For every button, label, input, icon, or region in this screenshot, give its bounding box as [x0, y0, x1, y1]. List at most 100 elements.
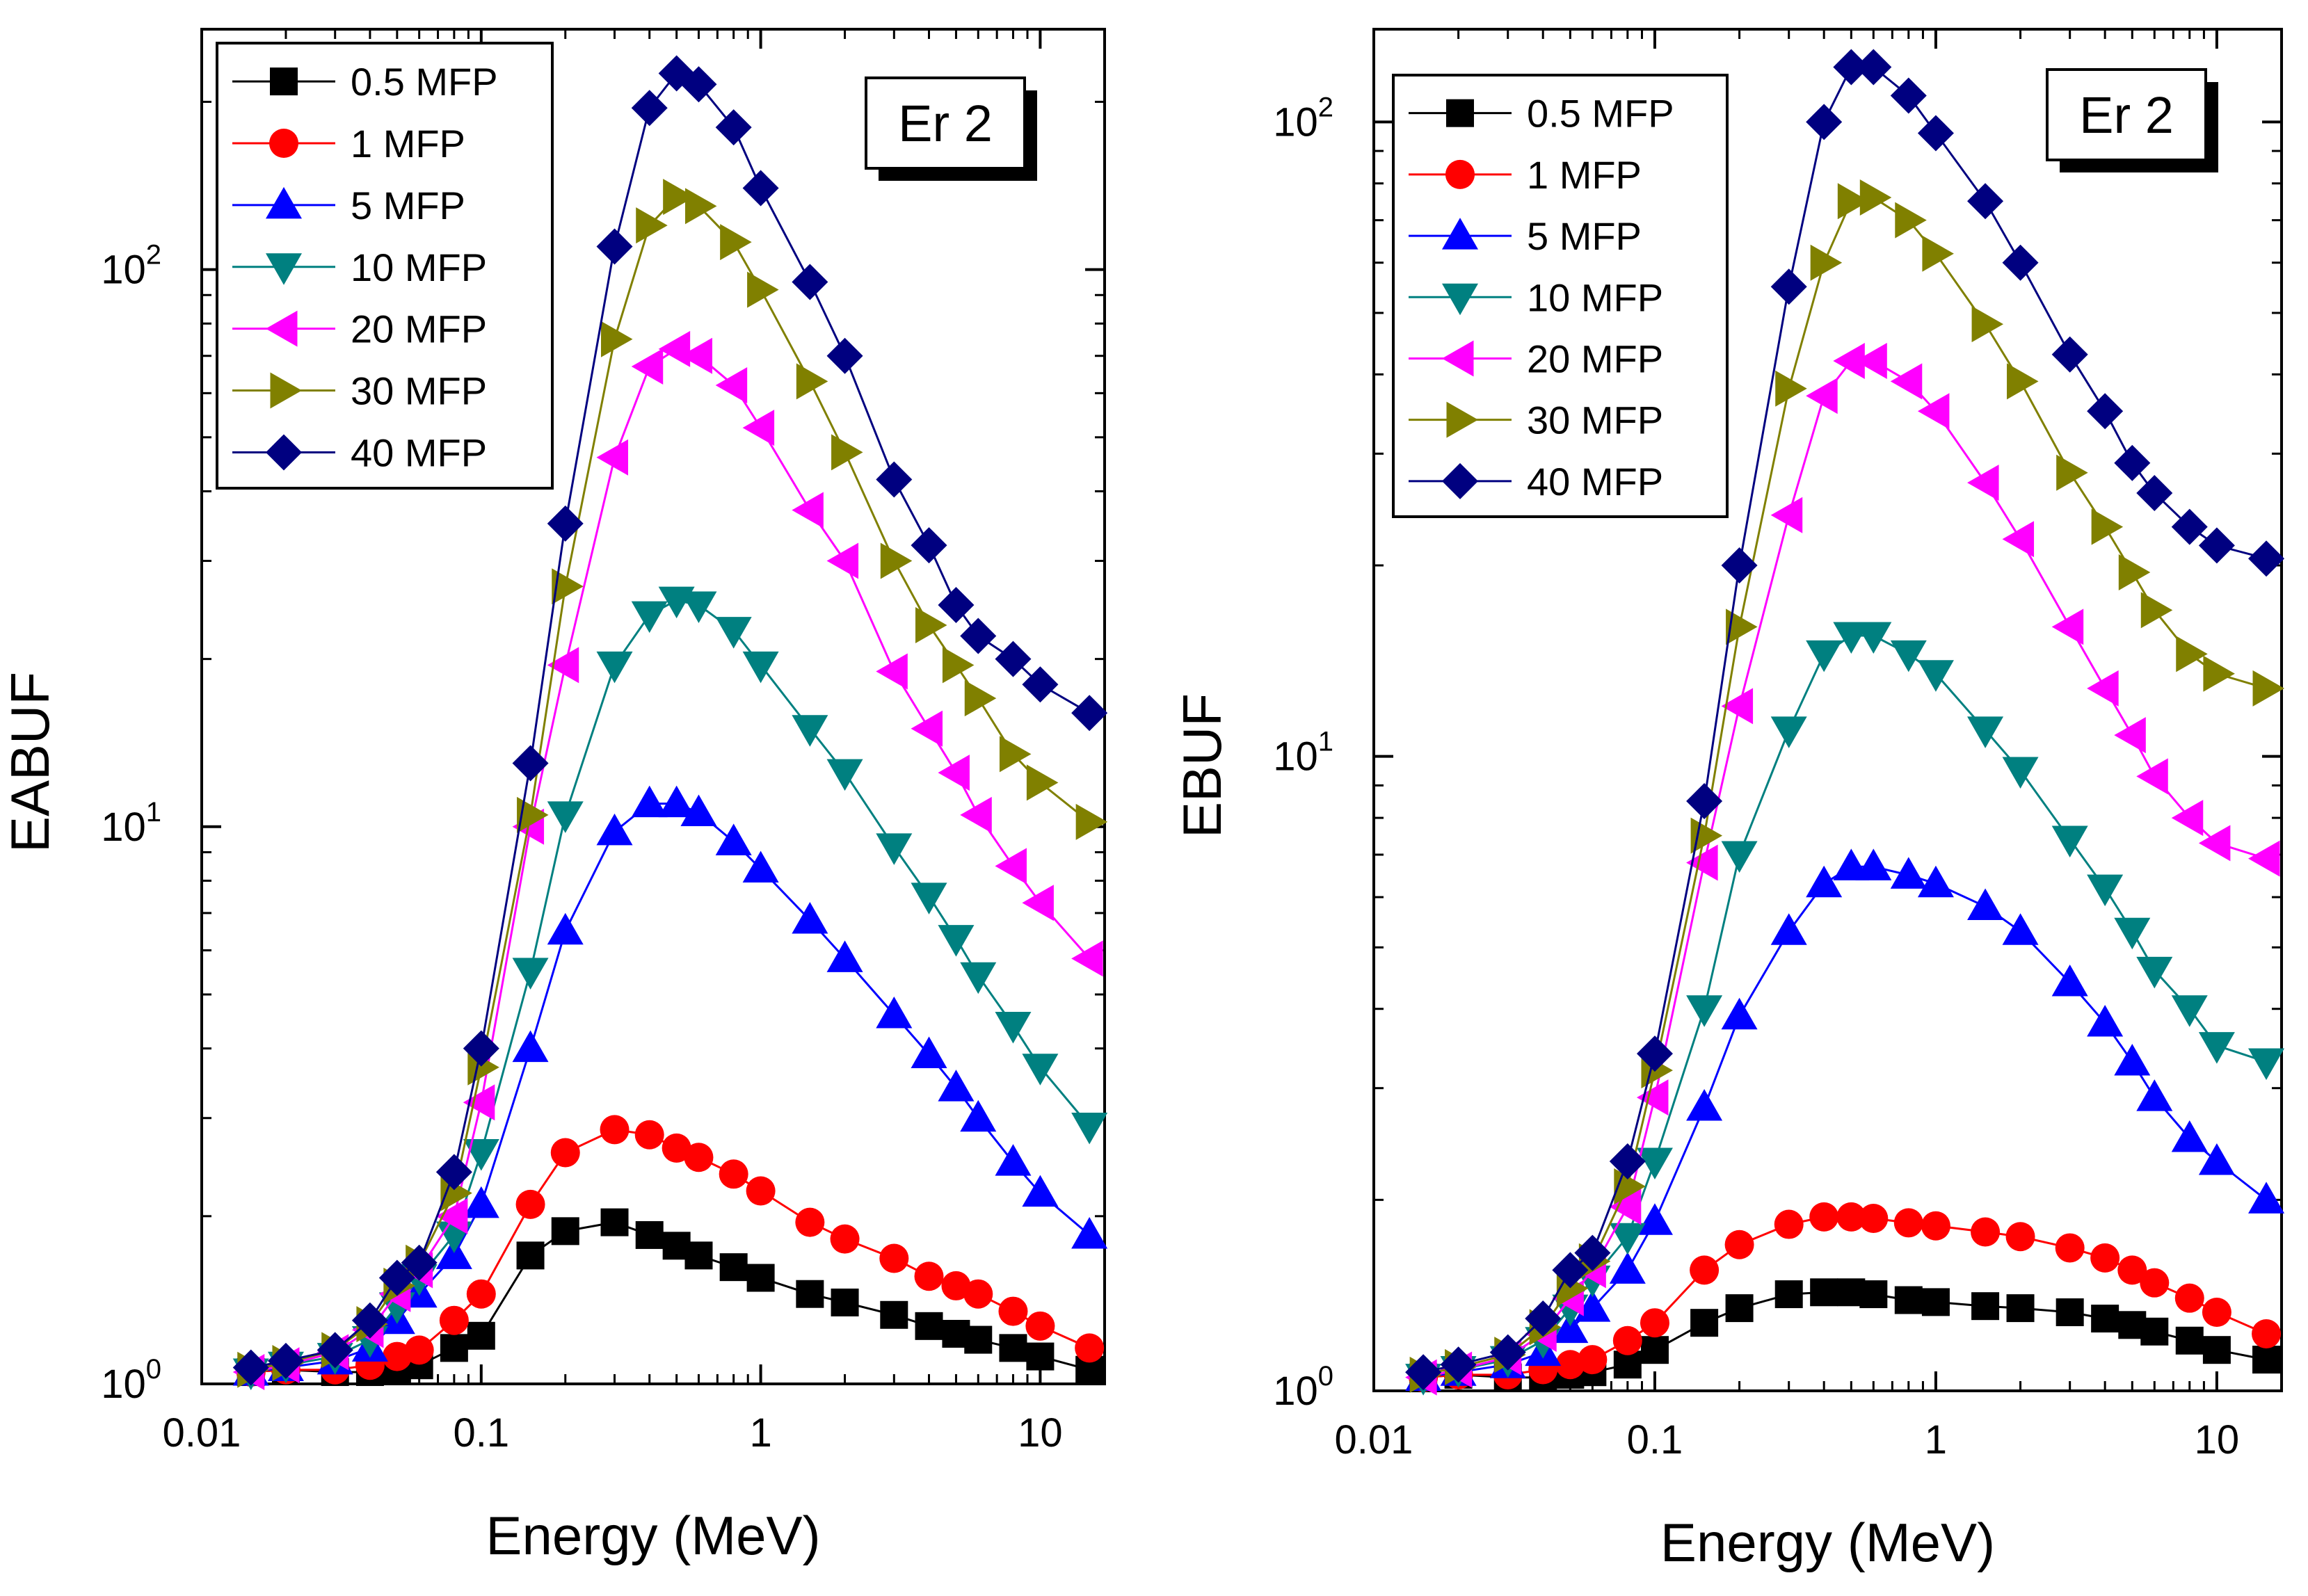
data-point [635, 1220, 664, 1249]
legend-marker [269, 129, 298, 158]
y-tick-exponent: 1 [1318, 727, 1333, 757]
data-point [439, 1305, 469, 1335]
data-point [1833, 343, 1865, 380]
data-point [1770, 268, 1807, 305]
data-point [1967, 465, 1999, 501]
data-point [941, 1271, 971, 1300]
data-point [831, 434, 863, 471]
data-point [915, 606, 947, 643]
data-point [2055, 1298, 2084, 1327]
y-tick-label: 101 [1273, 727, 1333, 780]
data-point [2198, 1143, 2235, 1175]
data-point [1775, 370, 1807, 407]
data-point [2174, 1283, 2204, 1313]
data-point [1636, 1035, 1673, 1072]
data-point [2248, 540, 2285, 577]
data-point [631, 348, 664, 385]
data-point [1855, 848, 1892, 880]
data-point [662, 1133, 691, 1163]
data-point [911, 882, 947, 914]
data-point [1440, 1346, 1477, 1383]
data-point [1917, 393, 1950, 430]
data-point [1636, 1079, 1669, 1116]
data-point [792, 264, 828, 300]
data-point [715, 823, 752, 855]
data-point [742, 851, 779, 882]
data-point [517, 796, 549, 833]
data-point [1774, 1209, 1804, 1239]
data-point [1770, 913, 1807, 945]
data-point [2055, 1233, 2085, 1263]
data-point [1921, 1288, 1950, 1316]
data-point [999, 736, 1032, 773]
data-point [2090, 1243, 2120, 1273]
data-point [596, 228, 633, 265]
data-point [680, 66, 717, 103]
data-point [684, 1241, 713, 1270]
legend-label: 40 MFP [351, 430, 487, 474]
data-point [1609, 1223, 1646, 1255]
data-point [2091, 1305, 2119, 1333]
data-point [826, 759, 863, 791]
data-point [2176, 636, 2208, 672]
data-point [1721, 547, 1758, 584]
data-point [634, 1120, 664, 1150]
legend-marker [1442, 340, 1474, 377]
legend-marker [1446, 401, 1478, 438]
data-point [2091, 508, 2124, 545]
y-tick-label: 100 [1273, 1361, 1333, 1414]
data-point [938, 755, 970, 791]
data-point [2203, 655, 2235, 692]
data-point [1686, 783, 1723, 820]
data-point [1725, 1294, 1754, 1323]
legend-label: 30 MFP [1527, 398, 1663, 442]
legend-entry: 1 MFP [1409, 153, 1642, 197]
data-point [1859, 1280, 1888, 1309]
data-point [516, 1241, 545, 1270]
data-point [876, 997, 913, 1029]
y-tick-exponent: 0 [1318, 1361, 1333, 1392]
legend-label: 0.5 MFP [1527, 92, 1674, 136]
legend-entry: 30 MFP [232, 369, 487, 413]
series-40-mfp [1405, 49, 2285, 1391]
data-point [796, 363, 828, 400]
data-point [2005, 1222, 2035, 1252]
data-point [2171, 508, 2208, 545]
data-point [2248, 1182, 2285, 1214]
legend-label: 5 MFP [351, 184, 465, 227]
data-point [715, 366, 748, 403]
data-point [747, 271, 779, 308]
data-point [547, 801, 584, 833]
data-point [466, 1279, 496, 1309]
data-point [826, 337, 863, 374]
data-point [1967, 888, 2004, 920]
y-tick-label: 102 [101, 240, 161, 293]
data-point [963, 1279, 993, 1309]
data-point [911, 527, 947, 564]
data-point [2202, 1336, 2231, 1364]
legend-label: 40 MFP [1527, 460, 1663, 503]
data-point [382, 1341, 412, 1371]
y-axis-title: EBUF [1171, 693, 1233, 838]
data-point [1893, 1208, 1923, 1238]
data-point [2171, 1120, 2208, 1152]
data-point [552, 568, 584, 605]
legend-label: 1 MFP [1527, 153, 1642, 197]
data-point [631, 90, 668, 127]
legend-marker [270, 372, 302, 409]
data-point [2198, 825, 2231, 862]
data-point [831, 1288, 859, 1316]
x-tick-label: 0.01 [1335, 1417, 1413, 1462]
legend-marker [1442, 283, 1478, 316]
data-point [463, 1186, 499, 1218]
data-point [826, 542, 859, 579]
data-point [1806, 640, 1843, 672]
x-axis-title: Energy (MeV) [1660, 1512, 1995, 1573]
data-point [995, 1011, 1032, 1044]
data-point [2175, 1326, 2204, 1355]
x-tick-label: 10 [2195, 1417, 2240, 1462]
data-point [267, 1342, 304, 1379]
series-40-mfp [232, 55, 1108, 1386]
data-point [1489, 1334, 1526, 1371]
